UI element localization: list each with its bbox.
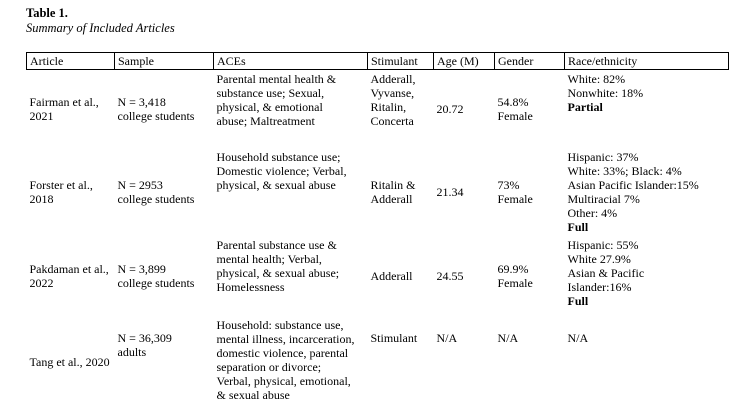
- table-caption-number: Table 1.: [26, 6, 68, 20]
- summary-table: Article Sample ACEs Stimulant Age (M) Ge…: [26, 52, 729, 409]
- cell-sample: N = 3,418 college students: [117, 94, 195, 123]
- race-breakdown: Hispanic: 37% White: 33%; Black: 4% Asia…: [567, 149, 699, 220]
- cell-aces: Parental substance use & mental health; …: [216, 237, 340, 294]
- cell-stimulant: Adderall: [370, 268, 413, 283]
- table-row: Fairman et al., 2021 N = 3,418 college s…: [27, 70, 729, 148]
- table-caption: Table 1. Summary of Included Articles: [26, 6, 728, 36]
- race-breakdown: N/A: [567, 330, 589, 345]
- cell-stimulant: Adderall, Vyvanse, Ritalin, Concerta: [370, 72, 416, 128]
- coverage-label: Full: [567, 293, 589, 308]
- cell-race-ethnicity: White: 82% Nonwhite: 18% Partial: [565, 70, 729, 148]
- cell-age: 21.34: [436, 184, 464, 199]
- column-header-stimulant: Stimulant: [367, 52, 434, 70]
- coverage-label: Partial: [567, 100, 603, 114]
- column-header-age: Age (M): [433, 52, 495, 70]
- cell-gender: 73% Female: [497, 177, 533, 206]
- cell-race-ethnicity: Hispanic: 37% White: 33%; Black: 4% Asia…: [565, 148, 729, 236]
- table-row: Forster et al., 2018 N = 2953 college st…: [27, 148, 729, 236]
- column-header-aces: ACEs: [213, 52, 368, 70]
- cell-age: 24.55: [436, 268, 464, 283]
- cell-gender: 69.9% Female: [497, 261, 533, 290]
- cell-article: Forster et al., 2018: [29, 177, 93, 206]
- cell-article: Fairman et al., 2021: [29, 94, 99, 123]
- cell-article: Pakdaman et al., 2022: [29, 261, 109, 290]
- cell-aces: Parental mental health & substance use; …: [216, 72, 337, 128]
- cell-sample: N = 36,309 adults: [117, 330, 172, 359]
- coverage-label: Full: [567, 219, 589, 234]
- column-header-gender: Gender: [494, 52, 565, 70]
- cell-gender: N/A: [497, 330, 519, 345]
- table-header-row: Article Sample ACEs Stimulant Age (M) Ge…: [26, 52, 729, 70]
- cell-stimulant: Ritalin & Adderall: [370, 177, 416, 206]
- race-breakdown: Hispanic: 55% White 27.9% Asian & Pacifi…: [567, 237, 645, 294]
- table-caption-title: Summary of Included Articles: [26, 21, 175, 35]
- cell-stimulant: Stimulant: [370, 330, 418, 345]
- column-header-article: Article: [26, 52, 115, 70]
- cell-age: N/A: [436, 330, 458, 345]
- cell-article: Tang et al., 2020: [29, 355, 110, 369]
- table-row: Pakdaman et al., 2022 N = 3,899 college …: [27, 236, 729, 316]
- cell-aces: Household substance use; Domestic violen…: [216, 149, 347, 192]
- cell-race-ethnicity: Hispanic: 55% White 27.9% Asian & Pacifi…: [565, 236, 729, 316]
- cell-sample: N = 2953 college students: [117, 177, 195, 206]
- cell-race-ethnicity: N/A: [565, 316, 729, 409]
- column-header-sample: Sample: [114, 52, 214, 70]
- race-breakdown: White: 82% Nonwhite: 18%: [567, 72, 644, 100]
- table-row: Tang et al., 2020 N = 36,309 adults Hous…: [27, 316, 729, 409]
- cell-aces: Household: substance use, mental illness…: [216, 317, 355, 402]
- column-header-race-ethnicity: Race/ethnicity: [564, 52, 729, 70]
- cell-age: 20.72: [436, 101, 464, 116]
- cell-gender: 54.8% Female: [497, 94, 533, 123]
- cell-sample: N = 3,899 college students: [117, 261, 195, 290]
